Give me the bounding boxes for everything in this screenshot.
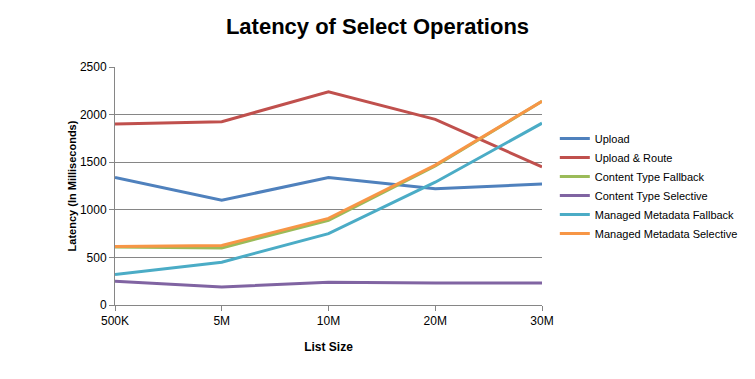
svg-text:2500: 2500 <box>80 60 107 74</box>
svg-text:List Size: List Size <box>304 340 353 354</box>
svg-text:500K: 500K <box>101 314 129 328</box>
svg-text:0: 0 <box>100 298 107 312</box>
svg-text:Latency of Select Operations: Latency of Select Operations <box>226 14 529 39</box>
svg-text:Content Type Fallback: Content Type Fallback <box>595 171 705 183</box>
svg-text:10M: 10M <box>317 314 340 328</box>
svg-text:1500: 1500 <box>80 155 107 169</box>
svg-text:Managed Metadata Fallback: Managed Metadata Fallback <box>595 209 734 221</box>
svg-text:5M: 5M <box>213 314 230 328</box>
svg-text:Upload & Route: Upload & Route <box>595 152 673 164</box>
svg-text:Content Type Selective: Content Type Selective <box>595 190 708 202</box>
svg-text:Latency (In Milliseconds): Latency (In Milliseconds) <box>66 120 78 251</box>
svg-text:30M: 30M <box>530 314 553 328</box>
svg-text:1000: 1000 <box>80 203 107 217</box>
svg-text:500: 500 <box>87 251 107 265</box>
svg-text:2000: 2000 <box>80 108 107 122</box>
svg-text:Managed Metadata Selective: Managed Metadata Selective <box>595 228 737 240</box>
svg-text:Upload: Upload <box>595 133 630 145</box>
svg-text:20M: 20M <box>424 314 447 328</box>
